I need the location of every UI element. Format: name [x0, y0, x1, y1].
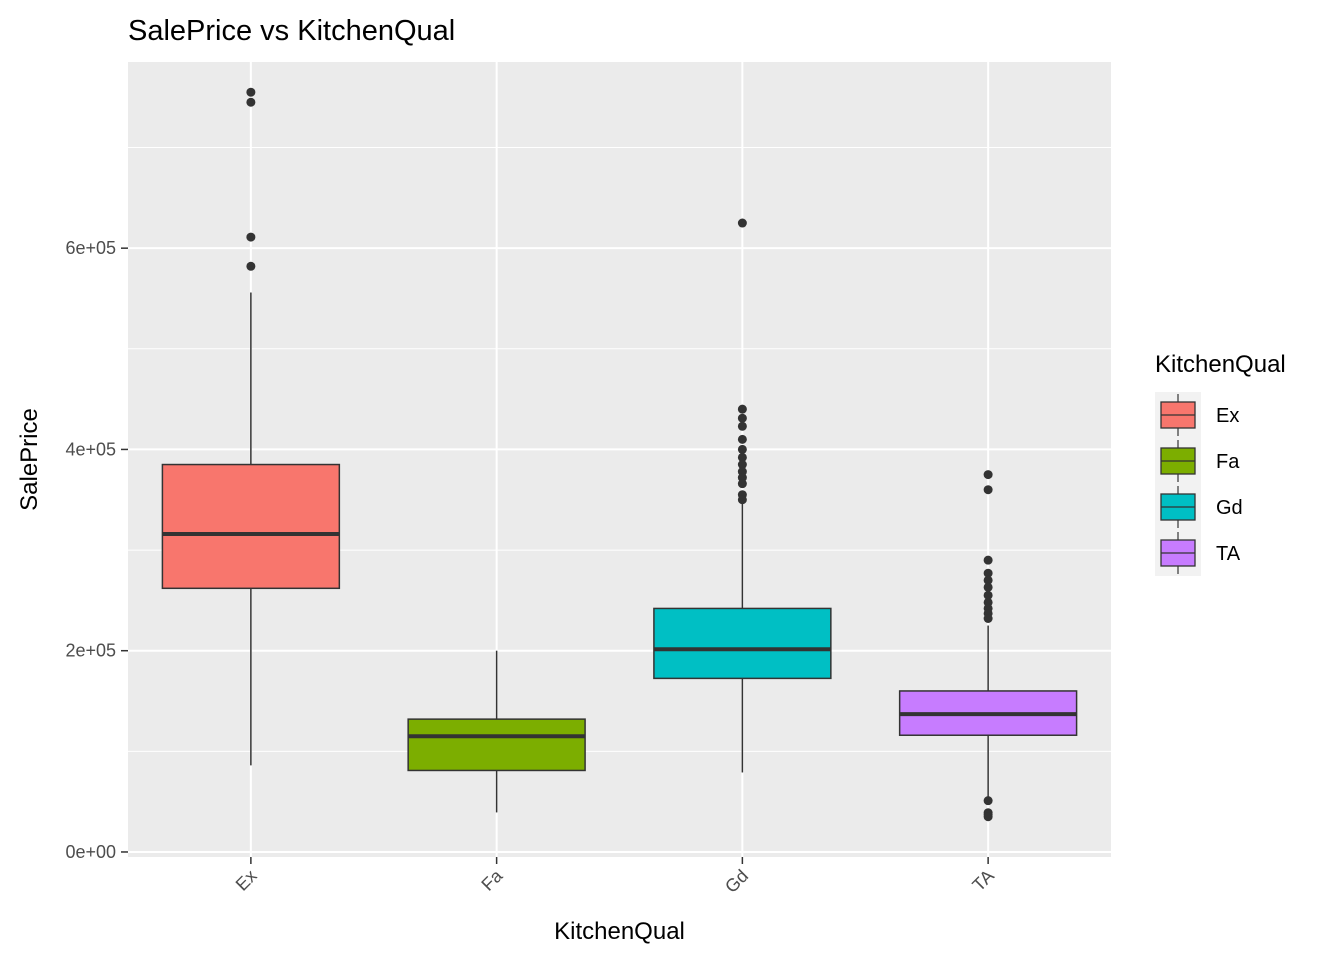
outlier-point-gd-7 — [737, 460, 747, 470]
legend-label-ta: TA — [1216, 543, 1241, 565]
x-tick-label-fa: Fa — [477, 865, 507, 895]
outlier-point-gd-12 — [737, 495, 747, 505]
outlier-point-ex-3 — [246, 261, 256, 271]
box-layer — [161, 87, 1078, 822]
x-tick-label-ta: TA — [968, 866, 997, 895]
outlier-point-gd-10 — [737, 479, 747, 489]
iqr-box-gd — [653, 607, 832, 680]
outlier-point-ta-5 — [983, 582, 993, 592]
chart-title: SalePrice vs KitchenQual — [128, 15, 455, 47]
y-tick-label-3: 6e+05 — [65, 238, 116, 258]
outlier-point-gd-4 — [737, 434, 747, 444]
box-fa — [407, 650, 586, 813]
outlier-point-ta-1 — [983, 485, 993, 495]
outlier-point-gd-6 — [737, 452, 747, 462]
outlier-point-gd-2 — [737, 413, 747, 423]
plot-panel — [128, 62, 1111, 857]
outlier-point-ta-2 — [983, 555, 993, 565]
legend-label-gd: Gd — [1216, 497, 1243, 519]
y-tick-label-1: 2e+05 — [65, 641, 116, 661]
outlier-point-gd-5 — [737, 444, 747, 454]
outlier-point-gd-3 — [737, 421, 747, 431]
legend: KitchenQual Ex Fa Gd TA — [1155, 351, 1286, 576]
outlier-point-ex-1 — [246, 97, 256, 107]
outlier-point-ta-10 — [983, 614, 993, 623]
legend-label-fa: Fa — [1216, 451, 1240, 473]
box-gd — [653, 218, 832, 773]
iqr-box-ex — [161, 463, 341, 590]
outlier-point-gd-0 — [737, 218, 747, 228]
iqr-box-fa — [407, 718, 586, 772]
outlier-point-gd-1 — [737, 404, 747, 414]
y-axis-title: SalePrice — [16, 408, 43, 511]
outlier-point-ta-0 — [983, 470, 993, 480]
outlier-point-ta-4 — [983, 575, 993, 585]
x-tick-label-ex: Ex — [232, 866, 261, 895]
outlier-point-ex-2 — [246, 232, 256, 242]
box-ex — [161, 87, 341, 766]
y-axis: 0e+00 2e+05 4e+05 6e+05 — [65, 238, 128, 862]
y-tick-label-2: 4e+05 — [65, 439, 116, 459]
outlier-point-ta-3 — [983, 568, 993, 578]
outlier-point-ta-14 — [983, 812, 993, 822]
outlier-point-ta-6 — [983, 590, 993, 600]
box-ta — [898, 470, 1078, 822]
legend-label-ex: Ex — [1216, 405, 1239, 427]
outlier-point-ta-11 — [983, 796, 993, 806]
outlier-point-ex-0 — [246, 87, 256, 97]
y-tick-label-0: 0e+00 — [65, 842, 116, 862]
x-axis-title: KitchenQual — [554, 918, 685, 945]
legend-title: KitchenQual — [1155, 351, 1286, 378]
x-axis: Ex Fa Gd TA — [232, 857, 998, 897]
x-tick-label-gd: Gd — [721, 866, 752, 897]
